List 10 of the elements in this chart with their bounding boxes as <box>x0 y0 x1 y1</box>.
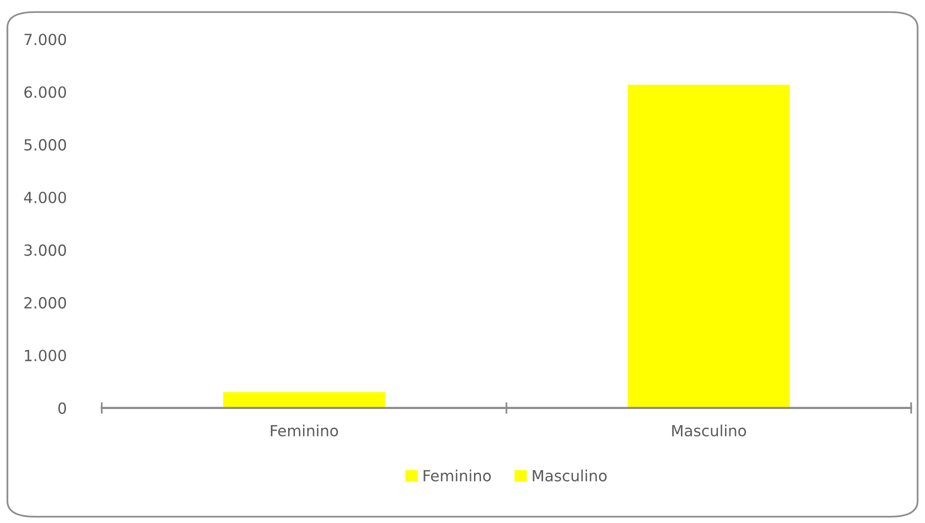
y-tick-label: 7.000 <box>24 34 66 46</box>
legend-label: Masculino <box>532 470 607 482</box>
y-tick-label: 3.000 <box>24 244 66 256</box>
y-tick-label: 5.000 <box>24 139 66 151</box>
y-tick-label: 0 <box>58 402 66 414</box>
y-tick-label: 4.000 <box>24 192 66 204</box>
y-tick-label: 6.000 <box>24 86 66 98</box>
y-tick-label: 1.000 <box>24 350 66 362</box>
legend-label: Feminino <box>424 470 491 482</box>
y-tick-label: 2.000 <box>24 297 66 309</box>
